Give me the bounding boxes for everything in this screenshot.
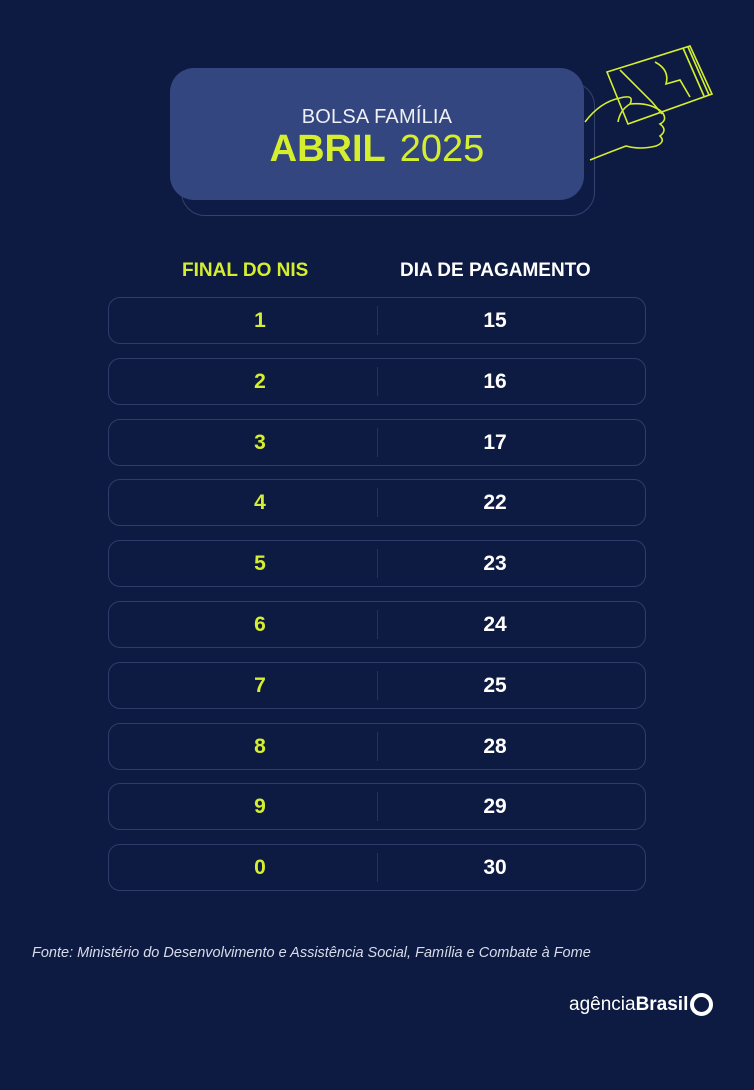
table-row: 2 16 <box>108 357 646 405</box>
payment-day: 23 <box>483 552 507 576</box>
payment-day: 15 <box>483 309 507 332</box>
table-row: 0 30 <box>108 844 646 892</box>
row-divider <box>377 306 378 335</box>
source-note: Fonte: Ministério do Desenvolvimento e A… <box>32 945 591 961</box>
program-name: BOLSA FAMÍLIA <box>301 106 453 128</box>
payment-day: 24 <box>483 613 507 636</box>
payment-day: 22 <box>483 491 507 515</box>
row-divider <box>377 427 378 457</box>
nis-final-digit: 1 <box>254 309 266 332</box>
nis-final-digit: 6 <box>254 613 266 636</box>
payment-day: 30 <box>483 856 507 880</box>
table-row: 3 17 <box>108 418 646 466</box>
nis-final-digit: 4 <box>254 491 266 515</box>
table-row: 7 25 <box>108 661 646 709</box>
title-date: ABRIL 2025 <box>170 128 584 171</box>
row-divider <box>377 853 378 883</box>
row-divider <box>377 549 378 579</box>
table-row: 5 23 <box>108 540 646 588</box>
hand-holding-card-icon <box>584 45 714 161</box>
nis-final-digit: 8 <box>254 734 266 758</box>
table-row: 4 22 <box>108 479 646 527</box>
column-header-nis: FINAL DO NIS <box>182 260 309 281</box>
nis-final-digit: 2 <box>254 369 266 393</box>
row-divider <box>377 670 378 700</box>
payment-day: 29 <box>483 795 507 819</box>
logo-mark-icon <box>690 993 714 1016</box>
nis-final-digit: 5 <box>254 552 266 576</box>
nis-final-digit: 9 <box>254 795 266 819</box>
year: 2025 <box>399 128 485 170</box>
column-header-payment-day: DIA DE PAGAMENTO <box>400 260 591 281</box>
nis-final-digit: 0 <box>254 856 266 880</box>
table-row: 1 15 <box>108 297 646 344</box>
logo-text-agencia: agência <box>569 993 636 1015</box>
logo-text-brasil: Brasil <box>635 993 689 1015</box>
nis-final-digit: 7 <box>254 673 266 697</box>
month: ABRIL <box>269 128 386 170</box>
row-divider <box>377 610 378 639</box>
payment-day: 16 <box>483 369 507 393</box>
nis-final-digit: 3 <box>254 430 266 454</box>
table-row: 9 29 <box>108 783 646 831</box>
payment-day: 28 <box>483 734 507 758</box>
row-divider <box>377 792 378 822</box>
title-box: BOLSA FAMÍLIA ABRIL 2025 <box>170 68 584 200</box>
agencia-brasil-logo: agência Brasil <box>569 993 714 1016</box>
row-divider <box>377 488 378 518</box>
row-divider <box>377 366 378 396</box>
table-row: 6 24 <box>108 601 646 648</box>
row-divider <box>377 731 378 761</box>
payment-day: 25 <box>483 673 507 697</box>
table-row: 8 28 <box>108 722 646 770</box>
payment-day: 17 <box>483 430 507 454</box>
